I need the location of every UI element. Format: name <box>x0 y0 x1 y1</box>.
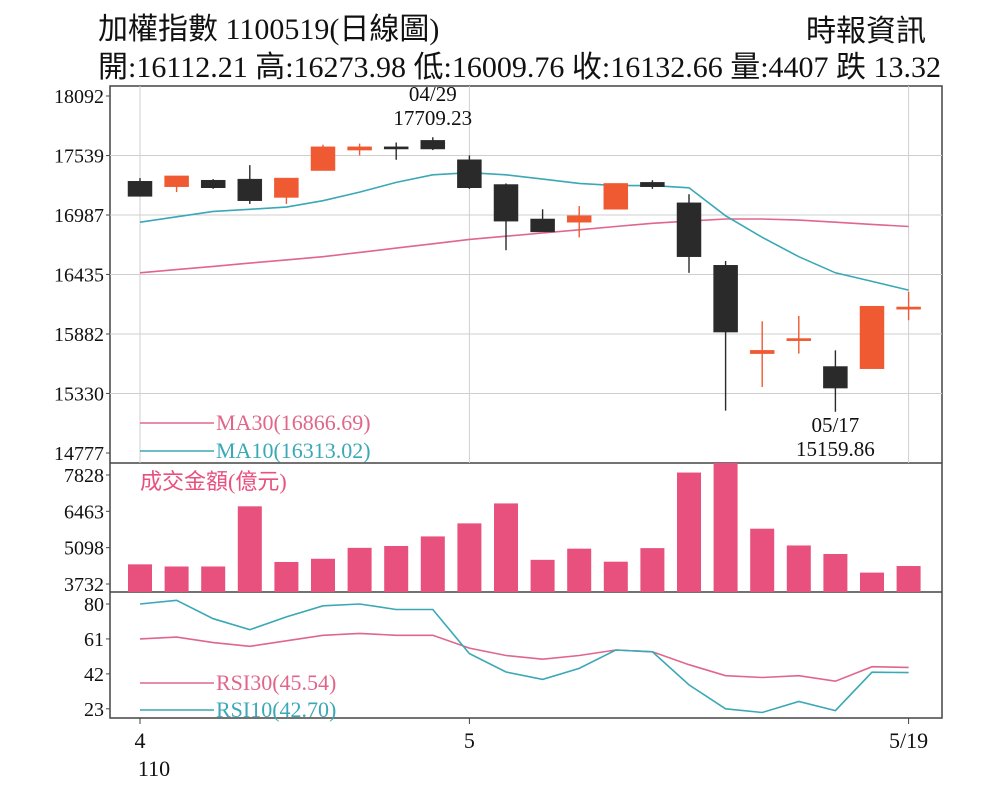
price-tick-label: 14777 <box>54 443 104 465</box>
price-tick-label: 17539 <box>54 146 104 168</box>
volume-bar <box>201 566 226 592</box>
price-annotation: 15159.86 <box>796 437 875 461</box>
candle-body <box>420 140 446 150</box>
ma10-line <box>139 171 909 291</box>
price-tick-label: 15882 <box>54 324 104 346</box>
volume-bar <box>640 548 665 592</box>
candle-body <box>896 306 921 310</box>
candle-body <box>859 305 885 369</box>
volume-bar <box>274 561 299 592</box>
candle-body <box>237 178 263 201</box>
volume-bar <box>823 553 848 592</box>
volume-bar <box>603 561 628 592</box>
x-tick-label: 5 <box>464 728 475 753</box>
candle-body <box>127 181 153 197</box>
candle-body <box>383 146 409 150</box>
candle-body <box>823 366 848 389</box>
price-legend-label: MA10(16313.02) <box>216 438 371 463</box>
candle-body <box>530 218 555 233</box>
volume-panel-title: 成交金額(億元) <box>140 469 287 494</box>
price-tick-label: 16435 <box>54 264 104 286</box>
price-annotation: 04/29 <box>409 82 457 106</box>
volume-bar <box>347 547 372 592</box>
volume-bar <box>311 558 335 592</box>
volume-bar <box>567 548 592 592</box>
volume-bar <box>896 566 921 592</box>
price-annotation: 17709.23 <box>393 106 472 130</box>
source-label: 時報資訊 <box>806 15 926 48</box>
plot-frame <box>109 85 943 719</box>
candle-body <box>676 202 702 257</box>
volume-bar <box>457 523 482 592</box>
candle-body <box>164 175 189 187</box>
candle-body <box>566 215 592 223</box>
year-label: 110 <box>138 756 170 781</box>
rsi-tick-label: 23 <box>84 699 104 721</box>
candle-body <box>493 184 519 222</box>
candle-body <box>200 179 226 189</box>
x-tick-label: 4 <box>135 728 146 753</box>
price-tick-label: 15330 <box>54 383 104 405</box>
price-annotation: 05/17 <box>811 413 859 437</box>
price-legend-label: MA30(16866.69) <box>216 410 371 435</box>
rsi-tick-label: 61 <box>84 629 104 651</box>
volume-tick-label: 5098 <box>64 538 104 560</box>
candle-body <box>274 177 299 198</box>
candle-body <box>749 350 775 354</box>
volume-bar <box>677 472 701 592</box>
candle-body <box>603 183 629 210</box>
candle-body <box>713 265 738 333</box>
volume-bar <box>860 572 884 592</box>
rsi-legend-label: RSI10(42.70) <box>216 697 336 722</box>
volume-bar <box>530 559 555 592</box>
volume-bar <box>237 506 262 592</box>
candle-body <box>640 182 665 187</box>
candle-body <box>347 146 372 151</box>
volume-bar <box>384 545 409 592</box>
price-tick-label: 18092 <box>54 86 104 108</box>
volume-bar <box>164 566 189 592</box>
ohlc-summary: 開:16112.21 高:16273.98 低:16009.76 收:16132… <box>98 51 942 84</box>
volume-bar <box>128 564 152 592</box>
candle-body <box>457 159 482 189</box>
volume-bar <box>420 536 445 592</box>
chart-title: 加權指數 1100519(日線圖) <box>98 13 440 46</box>
rsi10-line <box>139 599 909 714</box>
volume-bar <box>750 528 775 592</box>
rsi-tick-label: 42 <box>84 664 104 686</box>
x-tick-label: 5/19 <box>889 728 928 753</box>
candle-body <box>310 146 336 171</box>
volume-bar <box>494 503 518 592</box>
volume-tick-label: 7828 <box>64 465 104 487</box>
volume-bar <box>786 545 811 592</box>
ma30-line <box>139 218 909 274</box>
rsi30-line <box>139 632 909 683</box>
rsi-legend-label: RSI30(45.54) <box>216 670 336 695</box>
candle-body <box>786 338 812 341</box>
volume-bar <box>713 463 738 592</box>
volume-tick-label: 6463 <box>64 501 104 523</box>
price-tick-label: 16987 <box>54 205 104 227</box>
volume-tick-label: 3732 <box>64 574 104 596</box>
rsi-tick-label: 80 <box>84 594 104 616</box>
